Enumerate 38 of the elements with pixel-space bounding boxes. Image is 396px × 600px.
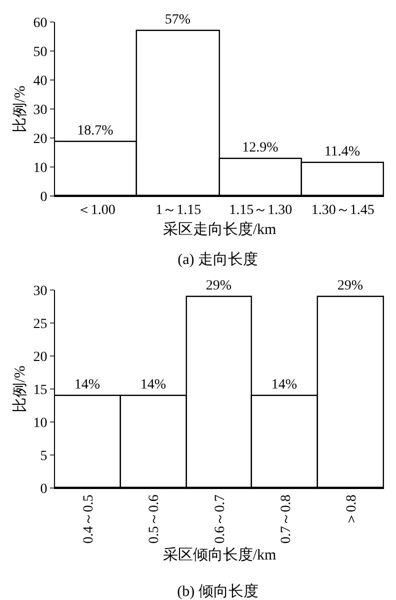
x-tick-label: 1.30～1.45 — [311, 202, 374, 218]
data-label: 57% — [164, 12, 191, 28]
x-axis-title: 采区倾向长度/km — [162, 546, 276, 564]
text: (b) 倾向长度 — [177, 583, 258, 600]
y-tick-label: 50 — [33, 44, 48, 60]
data-label: 12.9% — [242, 140, 279, 156]
y-tick-label: 60 — [33, 16, 48, 31]
data-label: 18.7% — [77, 123, 114, 138]
data-label: 14% — [74, 377, 100, 392]
y-tick-label: 20 — [33, 350, 48, 365]
y-tick-label: 10 — [33, 160, 48, 176]
y-tick-label: 20 — [33, 132, 48, 147]
x-tick-label: ＞0.8 — [344, 494, 360, 526]
y-tick-label: 0 — [40, 482, 48, 497]
x-tick-label: 0.7～0.8 — [278, 494, 294, 544]
y-axis-title: 比例/% — [11, 366, 28, 412]
y-tick-label: 15 — [33, 382, 48, 398]
text: (a) 走向长度 — [178, 251, 258, 268]
y-tick-label: 10 — [33, 416, 48, 431]
data-label: 11.4% — [324, 144, 360, 160]
data-label: 29% — [206, 278, 232, 294]
y-tick-label: 30 — [33, 102, 48, 118]
y-axis-title: 比例/% — [11, 86, 28, 132]
y-tick-label: 0 — [40, 190, 48, 205]
x-axis-title: 采区走向长度/km — [162, 220, 276, 238]
x-tick-label: 0.4～0.5 — [81, 494, 96, 544]
x-tick-label: 0.5～0.6 — [147, 494, 162, 544]
y-tick-label: 30 — [33, 284, 48, 299]
data-label: 14% — [140, 377, 166, 392]
y-tick-label: 5 — [40, 448, 48, 464]
x-tick-label: ＜1.00 — [76, 202, 116, 218]
y-tick-label: 40 — [33, 74, 48, 89]
y-tick-label: 25 — [33, 316, 48, 332]
x-tick-label: 1.15～1.30 — [229, 202, 292, 218]
x-tick-label: 1～1.15 — [156, 202, 202, 218]
x-tick-label: 0.6～0.7 — [213, 494, 228, 544]
data-label: 14% — [271, 377, 298, 392]
data-label: 29% — [337, 278, 364, 294]
